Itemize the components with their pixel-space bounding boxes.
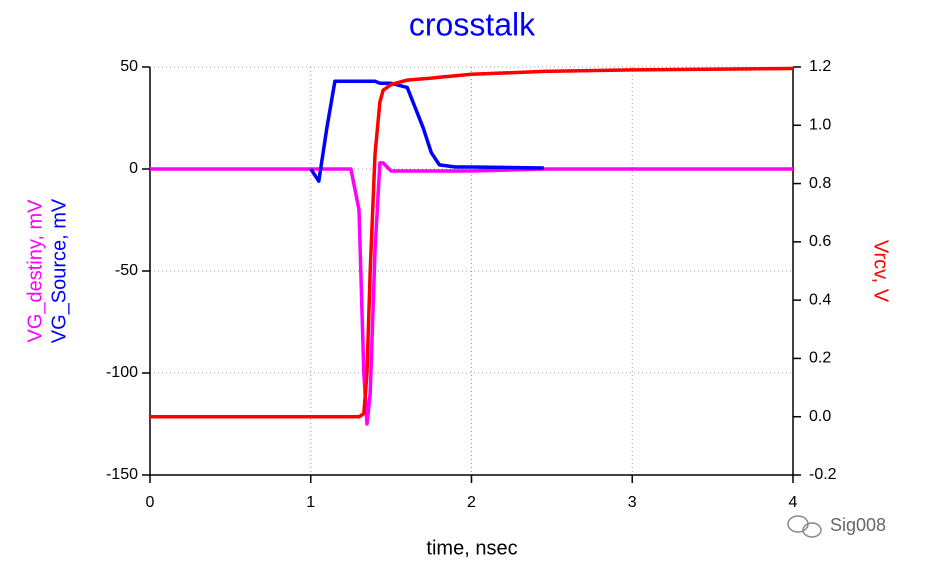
y2-tick-label: -0.2: [809, 466, 837, 483]
y2-axis-label: Vrcv, V: [870, 240, 892, 303]
x-tick-label: 2: [467, 494, 476, 511]
series-line: [150, 66, 794, 419]
y-tick-label: -100: [106, 364, 138, 381]
y-tick-label: -50: [115, 262, 138, 279]
x-tick-label: 0: [146, 494, 155, 511]
chart-title: crosstalk: [409, 6, 536, 42]
y-axis-label: VG_Source, mV: [48, 198, 70, 343]
x-tick-label: 3: [628, 494, 637, 511]
watermark-icon: [787, 515, 822, 538]
y-tick-label: 0: [129, 160, 138, 177]
y-tick-label: -150: [106, 466, 138, 483]
series-line: [150, 161, 793, 426]
y2-tick-label: 0.0: [809, 408, 831, 425]
watermark: Sig008: [830, 515, 886, 535]
x-tick-label: 4: [789, 494, 798, 511]
y2-tick-label: 1.2: [809, 58, 831, 75]
y-axis-label: VG_destiny, mV: [24, 199, 46, 343]
y2-tick-label: 0.6: [809, 233, 831, 250]
y2-tick-label: 1.0: [809, 117, 831, 134]
y2-tick-label: 0.2: [809, 350, 831, 367]
y2-tick-label: 0.4: [809, 291, 831, 308]
y-tick-label: 50: [120, 58, 138, 75]
series-line: [309, 79, 544, 183]
y2-tick-label: 0.8: [809, 175, 831, 192]
x-tick-label: 1: [306, 494, 315, 511]
x-axis-label: time, nsec: [426, 537, 517, 559]
